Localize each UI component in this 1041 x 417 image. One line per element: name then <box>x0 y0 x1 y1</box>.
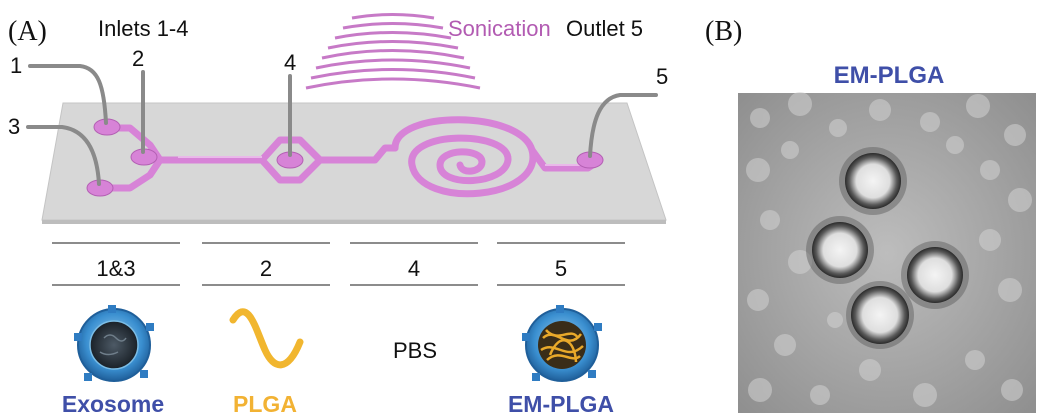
port-4-label: 4 <box>284 50 296 75</box>
column-dividers <box>52 242 625 286</box>
tubing <box>26 64 658 186</box>
sonication-label: Sonication <box>448 16 551 41</box>
column-label-2: 2 <box>260 256 272 281</box>
exosome-icon <box>74 305 154 382</box>
em-plga-particle <box>812 222 868 278</box>
port-5-label: 5 <box>656 64 668 89</box>
panel-b-label: (B) <box>705 16 742 47</box>
exosome-label: Exosome <box>62 391 164 417</box>
port-1-label: 1 <box>10 53 22 78</box>
port-2-label: 2 <box>132 46 144 71</box>
column-label-1-3: 1&3 <box>96 256 135 281</box>
panel-a-label: (A) <box>8 16 47 47</box>
column-label-4: 4 <box>408 256 420 281</box>
plga-label: PLGA <box>233 391 297 417</box>
column-label-5: 5 <box>555 256 567 281</box>
plga-wave-icon <box>229 308 304 369</box>
pbs-label: PBS <box>393 338 437 363</box>
sonication-waves-icon <box>305 13 481 90</box>
tem-micrograph <box>738 92 1036 413</box>
em-plga-particle <box>907 247 963 303</box>
em-plga-particle <box>851 286 909 344</box>
chip-edge <box>42 220 666 224</box>
port-3-label: 3 <box>8 114 20 139</box>
em-plga-icon <box>522 305 602 382</box>
inlets-label: Inlets 1-4 <box>98 16 189 41</box>
micrograph-title: EM-PLGA <box>834 62 945 89</box>
inlet-wells <box>86 118 604 197</box>
em-plga-particle <box>845 153 901 209</box>
em-plga-label: EM-PLGA <box>508 391 614 417</box>
outlet-label: Outlet 5 <box>566 16 643 41</box>
